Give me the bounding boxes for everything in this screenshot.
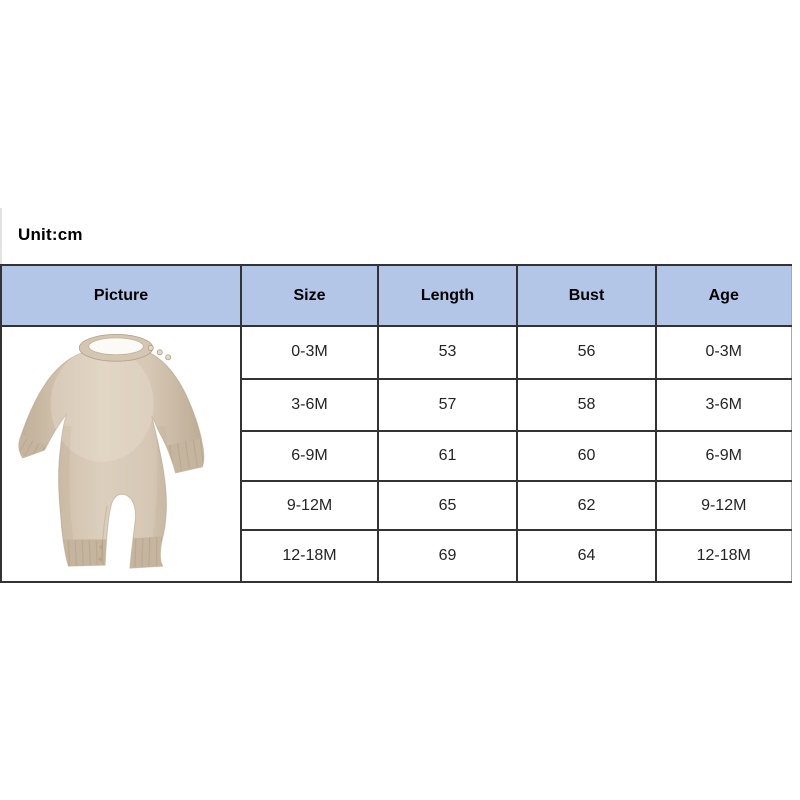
- age-cell: 0-3M: [655, 325, 792, 380]
- unit-label: Unit:cm: [18, 225, 83, 244]
- length-cell: 65: [377, 479, 518, 532]
- page-edge-line: [0, 208, 2, 265]
- length-cell: 57: [377, 377, 518, 433]
- size-cell: 6-9M: [240, 430, 379, 482]
- product-photo: [2, 327, 240, 581]
- table-row: 6-9M 61 60 6-9M: [1, 430, 792, 482]
- size-cell: 0-3M: [240, 325, 379, 380]
- bust-cell: 64: [516, 529, 657, 583]
- column-header-bust: Bust: [516, 264, 657, 327]
- table-row: 0-3M 53 56 0-3M: [0, 325, 792, 583]
- age-cell: 3-6M: [655, 377, 792, 433]
- age-cell: 12-18M: [655, 529, 792, 583]
- size-cell: 9-12M: [240, 479, 379, 532]
- size-cell: 12-18M: [240, 529, 379, 583]
- age-cell: 9-12M: [655, 479, 792, 532]
- bust-cell: 60: [516, 430, 657, 482]
- column-header-picture: Picture: [0, 264, 242, 327]
- bust-cell: 58: [516, 377, 657, 433]
- length-cell: 53: [377, 325, 518, 380]
- column-header-age: Age: [655, 264, 792, 327]
- romper-image: [18, 333, 205, 569]
- table-row: 3-6M 57 58 3-6M: [1, 377, 792, 433]
- column-header-size: Size: [240, 264, 379, 327]
- table-row: 9-12M 65 62 9-12M: [1, 479, 792, 532]
- length-cell: 61: [377, 430, 518, 482]
- table-row: 12-18M 69 64 12-18M: [1, 529, 792, 583]
- picture-cell: [0, 325, 242, 583]
- bust-cell: 56: [516, 325, 657, 380]
- bust-cell: 62: [516, 479, 657, 532]
- column-header-length: Length: [377, 264, 518, 327]
- size-chart-section: Picture Size Length Bust Age: [0, 264, 792, 583]
- length-cell: 69: [377, 529, 518, 583]
- header-row: Picture Size Length Bust Age: [0, 264, 792, 327]
- age-cell: 6-9M: [655, 430, 792, 482]
- size-chart-table: Picture Size Length Bust Age: [0, 264, 792, 583]
- size-cell: 3-6M: [240, 377, 379, 433]
